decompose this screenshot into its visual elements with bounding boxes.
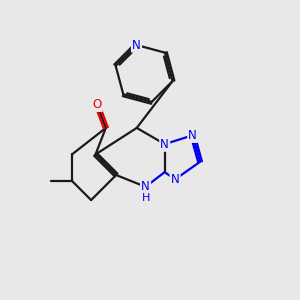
Text: N: N <box>160 138 169 151</box>
Text: N: N <box>188 129 197 142</box>
Text: N: N <box>132 38 141 52</box>
Text: H: H <box>141 193 150 203</box>
Text: N: N <box>141 180 150 193</box>
Text: O: O <box>92 98 102 111</box>
Text: N: N <box>171 173 179 186</box>
